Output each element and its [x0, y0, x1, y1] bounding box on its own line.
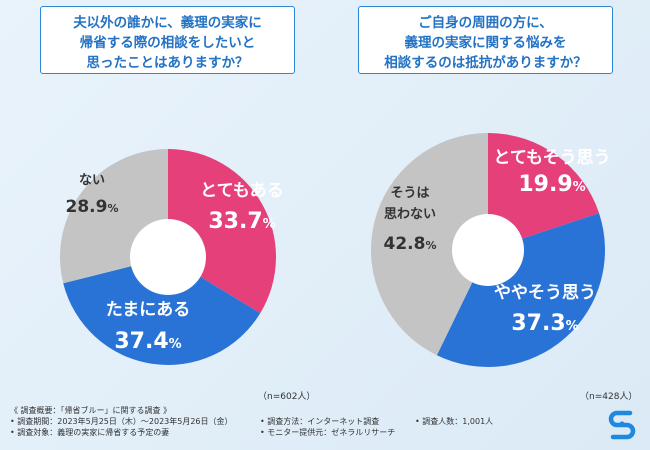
- question-box-left: 夫以外の誰かに、義理の実家に 帰省する際の相談をしたいと 思ったことはありますか…: [40, 6, 295, 74]
- question-box-right: ご自身の周囲の方に、 義理の実家に関する悩みを 相談するのは抵抗がありますか？: [358, 6, 613, 74]
- question-line: 相談するのは抵抗がありますか？: [384, 55, 587, 71]
- slice-label: とてもそう思う: [493, 148, 610, 168]
- question-line: 義理の実家に関する悩みを: [404, 35, 567, 51]
- donut-hole: [130, 219, 206, 295]
- survey-method: • 調査方法：インターネット調査: [260, 417, 380, 426]
- survey-period: • 調査期間：2023年5月25日（木）～2023年5月26日（金）: [10, 417, 233, 426]
- slice-value: 42.8%: [384, 234, 437, 254]
- pie-slice: [371, 133, 488, 356]
- pie-slice: [63, 257, 261, 365]
- donut-chart-right: とてもそう思う 19.9% ややそう思う 37.3% そうは思わない 42.8%: [371, 133, 611, 367]
- donut-hole: [452, 214, 524, 286]
- survey-target: • 調査対象：義理の実家に帰省する予定の妻: [10, 428, 170, 437]
- slice-value: 37.4%: [114, 329, 181, 354]
- survey-provider: • モニター提供元：ゼネラルリサーチ: [260, 428, 396, 437]
- pie-slice: [488, 133, 600, 250]
- sample-size-left: （n=602人）: [258, 392, 316, 402]
- slice-label: ややそう思う: [494, 283, 596, 303]
- slice-label: そうは思わない: [384, 186, 436, 222]
- slice-value: 33.7%: [208, 209, 275, 234]
- donut-charts: とてもある 33.7% たまにある 37.4% ない 28.9% とてもそう思う 19.9%…: [60, 133, 611, 367]
- pie-slice: [436, 213, 606, 367]
- slice-label: ない: [79, 173, 105, 188]
- sample-size-right: （n=428人）: [580, 392, 638, 402]
- slice-value: 19.9%: [518, 172, 585, 197]
- survey-title: 《 調査概要：「帰省ブルー」に関する調査 》: [10, 406, 172, 415]
- question-line: 帰省する際の相談をしたいと: [79, 35, 256, 51]
- slice-value: 37.3%: [511, 311, 578, 336]
- slice-label: たまにある: [106, 300, 191, 320]
- donut-chart-left: とてもある 33.7% たまにある 37.4% ない 28.9%: [60, 149, 284, 365]
- question-line: 夫以外の誰かに、義理の実家に: [73, 15, 262, 31]
- question-line: ご自身の周囲の方に、: [418, 15, 553, 31]
- slice-value: 28.9%: [66, 197, 119, 217]
- slice-label: とてもある: [200, 181, 284, 201]
- survey-overview: 《 調査概要：「帰省ブルー」に関する調査 》 • 調査期間：2023年5月25日…: [10, 405, 493, 438]
- question-line: 思ったことはありますか？: [86, 55, 249, 71]
- survey-count: • 調査人数：1,001人: [415, 417, 494, 426]
- company-logo-icon: [608, 410, 636, 440]
